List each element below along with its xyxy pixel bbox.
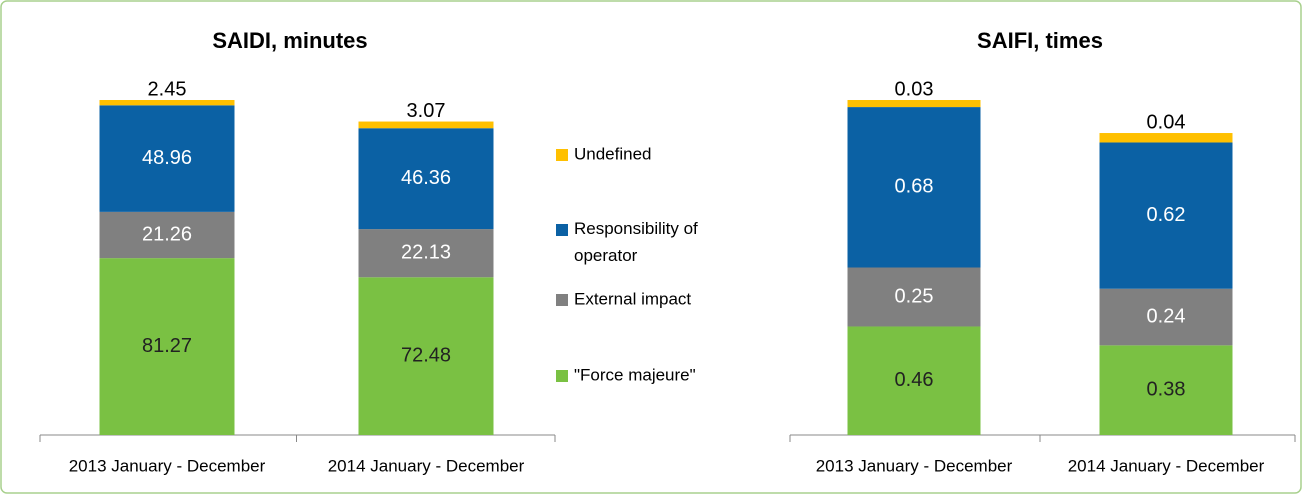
bar-segment: [847, 100, 981, 108]
data-label: 0.24: [1147, 305, 1186, 327]
bar-segment: [358, 229, 494, 278]
data-label: 0.68: [895, 176, 934, 198]
bar-segment: [847, 326, 981, 435]
bar-segment: [99, 100, 235, 106]
data-label: 48.96: [142, 147, 192, 169]
data-label: 2.45: [148, 78, 187, 100]
data-label: 81.27: [142, 335, 192, 357]
x-tick-label: 2013 January - December: [816, 456, 1013, 475]
data-label: 22.13: [401, 241, 451, 263]
bar-segment: [358, 277, 494, 435]
bar-segment: [847, 267, 981, 327]
legend-swatch: [556, 224, 568, 236]
bar-segment: [358, 128, 494, 230]
legend-line: Responsibility of: [574, 219, 698, 238]
chart-title: SAIFI, times: [977, 28, 1103, 53]
data-label: 0.04: [1147, 111, 1186, 133]
data-label: 0.38: [1147, 378, 1186, 400]
bar-segment: [1099, 142, 1233, 289]
legend-label: Undefined: [574, 144, 652, 163]
legend-swatch: [556, 294, 568, 306]
legend-label: Responsibility of operator: [574, 219, 698, 265]
data-label: 0.46: [895, 369, 934, 391]
legend-label: "Force majeure": [574, 365, 696, 384]
data-label: 72.48: [401, 344, 451, 366]
bar-segment: [1099, 345, 1233, 435]
data-label: 21.26: [142, 223, 192, 245]
legend-label: External impact: [574, 289, 691, 308]
data-label: 0.03: [895, 78, 934, 100]
data-label: 0.25: [895, 285, 934, 307]
bar-segment: [99, 258, 235, 435]
x-tick-label: 2014 January - December: [1068, 456, 1265, 475]
bar-segment: [1099, 133, 1233, 143]
legend-swatch: [556, 370, 568, 382]
chart-title: SAIDI, minutes: [212, 28, 367, 53]
bar-segment: [1099, 288, 1233, 346]
x-tick-label: 2014 January - December: [328, 456, 525, 475]
bar-segment: [847, 107, 981, 268]
data-label: 0.62: [1147, 204, 1186, 226]
bar-segment: [99, 211, 235, 259]
data-label: 46.36: [401, 167, 451, 189]
legend-swatch: [556, 149, 568, 161]
bar-segment: [99, 105, 235, 212]
legend-line: operator: [574, 246, 638, 265]
data-label: 3.07: [407, 100, 446, 122]
bar-segment: [358, 121, 494, 129]
x-tick-label: 2013 January - December: [69, 456, 266, 475]
